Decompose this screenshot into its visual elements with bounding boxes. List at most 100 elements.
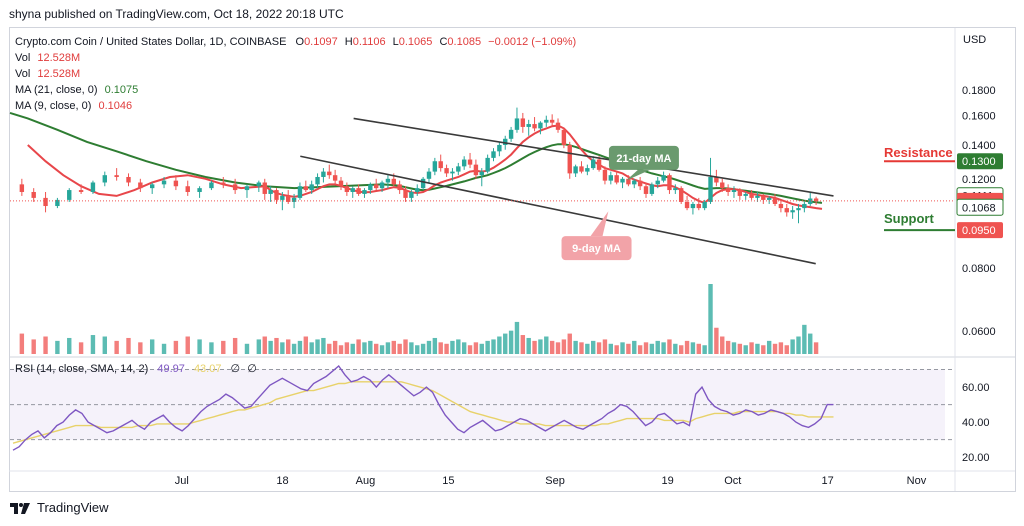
- candle[interactable]: [643, 182, 649, 198]
- candle[interactable]: [461, 156, 467, 170]
- symbol-name[interactable]: Crypto.com Coin / United States Dollar, …: [15, 36, 287, 48]
- candle[interactable]: [344, 182, 350, 196]
- candle[interactable]: [432, 157, 438, 176]
- candle[interactable]: [291, 193, 297, 209]
- candle[interactable]: [161, 176, 167, 189]
- candle[interactable]: [78, 184, 84, 194]
- candle[interactable]: [731, 186, 737, 198]
- candle[interactable]: [591, 156, 596, 170]
- candle[interactable]: [126, 173, 131, 187]
- candle[interactable]: [321, 168, 326, 183]
- candle[interactable]: [450, 168, 455, 181]
- candle[interactable]: [90, 180, 96, 194]
- ma9-label[interactable]: MA (9, close, 0): [15, 100, 92, 112]
- candle[interactable]: [356, 184, 361, 196]
- candle[interactable]: [149, 182, 155, 194]
- candle[interactable]: [573, 164, 578, 177]
- candle[interactable]: [549, 114, 555, 126]
- candle[interactable]: [520, 112, 526, 133]
- candle[interactable]: [555, 118, 561, 133]
- candle[interactable]: [479, 168, 484, 187]
- candle[interactable]: [544, 115, 549, 127]
- candle[interactable]: [690, 201, 696, 215]
- volume-label-1[interactable]: Vol: [15, 52, 31, 64]
- candle[interactable]: [561, 128, 567, 149]
- candle[interactable]: [778, 199, 784, 213]
- annotation-callout[interactable]: 21-day MA: [608, 145, 679, 181]
- candle[interactable]: [209, 180, 214, 191]
- candle[interactable]: [373, 178, 379, 191]
- candle[interactable]: [485, 154, 490, 174]
- candle[interactable]: [784, 203, 789, 217]
- candle[interactable]: [749, 190, 754, 200]
- volume-label-2[interactable]: Vol: [15, 68, 31, 80]
- candle[interactable]: [43, 191, 48, 213]
- candle[interactable]: [303, 180, 309, 192]
- candle[interactable]: [403, 186, 408, 202]
- channel-upper-line[interactable]: [353, 117, 834, 197]
- candle[interactable]: [280, 191, 285, 211]
- candle[interactable]: [632, 178, 637, 189]
- annotation-callout[interactable]: 9-day MA: [561, 211, 632, 261]
- candle[interactable]: [244, 184, 250, 198]
- candle[interactable]: [256, 180, 262, 192]
- candle[interactable]: [362, 188, 367, 198]
- candle[interactable]: [379, 180, 385, 192]
- candle[interactable]: [173, 175, 179, 191]
- candle[interactable]: [309, 180, 314, 194]
- candle[interactable]: [415, 184, 420, 196]
- candle[interactable]: [702, 199, 707, 211]
- candle[interactable]: [761, 193, 766, 204]
- candle[interactable]: [385, 175, 391, 189]
- candle[interactable]: [743, 191, 748, 200]
- candle[interactable]: [114, 168, 119, 181]
- rsi-label[interactable]: RSI (14, close, SMA, 14, 2): [15, 363, 149, 375]
- candle[interactable]: [19, 178, 25, 196]
- rsi-sma-line[interactable]: [12, 381, 834, 444]
- candle[interactable]: [368, 182, 373, 194]
- candle[interactable]: [444, 164, 449, 177]
- candle[interactable]: [420, 176, 426, 191]
- ma9-line[interactable]: [27, 124, 823, 210]
- candle[interactable]: [620, 176, 625, 189]
- candle[interactable]: [438, 154, 443, 172]
- candle[interactable]: [473, 159, 479, 179]
- candle[interactable]: [626, 175, 631, 187]
- channel-lower-line[interactable]: [300, 155, 816, 265]
- rsi-line[interactable]: [12, 364, 834, 451]
- candle[interactable]: [737, 188, 743, 200]
- candle[interactable]: [684, 195, 690, 211]
- candle[interactable]: [649, 182, 655, 196]
- candle[interactable]: [567, 141, 572, 179]
- candle[interactable]: [67, 188, 72, 202]
- candle[interactable]: [274, 188, 279, 204]
- candle[interactable]: [197, 186, 202, 198]
- candle[interactable]: [514, 107, 520, 133]
- candle[interactable]: [608, 171, 614, 185]
- candle[interactable]: [532, 117, 537, 132]
- candle[interactable]: [720, 178, 725, 192]
- candle[interactable]: [808, 191, 813, 207]
- candle[interactable]: [467, 152, 473, 169]
- candle[interactable]: [655, 176, 660, 189]
- candle[interactable]: [221, 176, 226, 189]
- candle[interactable]: [268, 186, 273, 202]
- candle[interactable]: [614, 171, 619, 185]
- candle[interactable]: [350, 186, 355, 198]
- candle[interactable]: [678, 186, 684, 204]
- ma21-label[interactable]: MA (21, close, 0): [15, 84, 98, 96]
- candle[interactable]: [725, 184, 731, 196]
- candle[interactable]: [491, 148, 496, 162]
- candle[interactable]: [602, 166, 608, 185]
- candle[interactable]: [327, 164, 332, 179]
- candle[interactable]: [508, 126, 514, 142]
- candle[interactable]: [661, 171, 666, 183]
- candle[interactable]: [286, 190, 291, 204]
- candle[interactable]: [102, 171, 107, 187]
- candle[interactable]: [262, 178, 267, 200]
- candle[interactable]: [696, 197, 701, 211]
- candle[interactable]: [526, 119, 531, 136]
- candle[interactable]: [673, 184, 678, 194]
- candle[interactable]: [755, 191, 760, 202]
- candle[interactable]: [456, 162, 461, 176]
